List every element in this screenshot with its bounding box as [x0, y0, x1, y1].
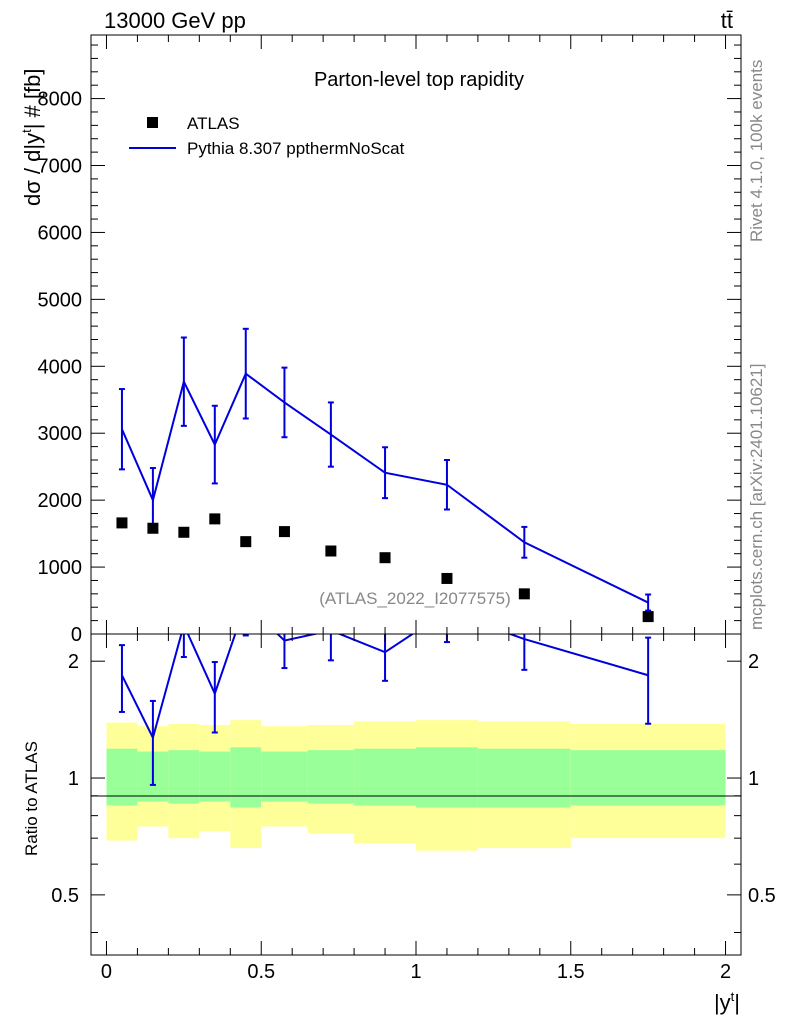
legend-marker-atlas [147, 117, 158, 128]
atlas-point [518, 588, 530, 600]
ratio-band-inner [261, 751, 308, 802]
y-tick-label: 8000 [38, 89, 83, 111]
atlas-point [642, 611, 654, 623]
atlas-point [178, 526, 190, 538]
ratio-xlabel: |yt| [714, 989, 740, 1015]
main-ylabel: dσ / d|yt| # [fb] [19, 69, 45, 206]
main-panel: 0 1000 2000 3000 4000 5000 6000 7000 8000 Parton… [19, 34, 742, 646]
ratio-band-inner [354, 748, 416, 806]
ratio-band-inner [230, 747, 262, 808]
ratio-band-inner [570, 750, 726, 806]
atlas-point [379, 552, 391, 564]
ratio-band-inner [106, 748, 138, 806]
ratio-band-inner [416, 747, 478, 808]
ratio-band-inner [199, 751, 231, 802]
ratio-y-tick-label: 0.5 [51, 885, 79, 907]
x-tick-label: 1.5 [557, 961, 585, 983]
atlas-point [209, 513, 221, 525]
process-label: tt̄ [721, 8, 733, 33]
ratio-y-tick-label-right: 0.5 [748, 885, 776, 907]
y-tick-label: 4000 [38, 356, 83, 378]
legend: ATLAS Pythia 8.307 ppthermNoScat [129, 114, 405, 158]
atlas-point [116, 517, 128, 529]
atlas-point [240, 536, 252, 548]
legend-label-atlas: ATLAS [187, 114, 240, 133]
energy-label: 13000 GeV pp [104, 8, 246, 33]
y-tick-label: 3000 [38, 423, 83, 445]
y-tick-label: 1000 [38, 557, 83, 579]
y-tick-label: 2000 [38, 490, 83, 512]
atlas-point [441, 572, 453, 584]
x-tick-label: 0.5 [247, 961, 275, 983]
y-tick-label: 6000 [38, 222, 83, 244]
ratio-band-inner [307, 750, 355, 804]
ratio-panel-frame [90, 633, 742, 956]
y-tick-label: 7000 [38, 156, 83, 178]
analysis-label: (ATLAS_2022_I2077575) [319, 589, 511, 608]
rivet-label: Rivet 4.1.0, 100k events [747, 60, 766, 242]
ratio-y-tick-label: 1 [68, 768, 79, 790]
ratio-band-inner [168, 750, 200, 804]
atlas-point [278, 526, 290, 538]
x-tick-label: 1 [410, 961, 421, 983]
ratio-y-tick-label: 2 [68, 651, 79, 673]
ratio-y-tick-label-right: 1 [748, 768, 759, 790]
mcplots-label: mcplots.cern.ch [arXiv:2401.10621] [747, 364, 766, 630]
atlas-point [325, 545, 337, 557]
atlas-point [147, 522, 159, 534]
ratio-y-tick-label-right: 2 [748, 651, 759, 673]
ratio-panel: 0.5 0.5 1 1 2 2 0 0.5 1 1.5 2 Ratio to ATLAS [22, 633, 776, 983]
legend-label-pythia: Pythia 8.307 ppthermNoScat [187, 139, 405, 158]
main-title: Parton-level top rapidity [314, 69, 524, 91]
ratio-ylabel: Ratio to ATLAS [22, 741, 41, 856]
y-tick-label: 0 [71, 624, 82, 646]
x-tick-label: 2 [720, 961, 731, 983]
x-tick-label: 0 [101, 961, 112, 983]
ratio-band-inner [477, 748, 571, 808]
y-tick-label: 5000 [38, 289, 83, 311]
